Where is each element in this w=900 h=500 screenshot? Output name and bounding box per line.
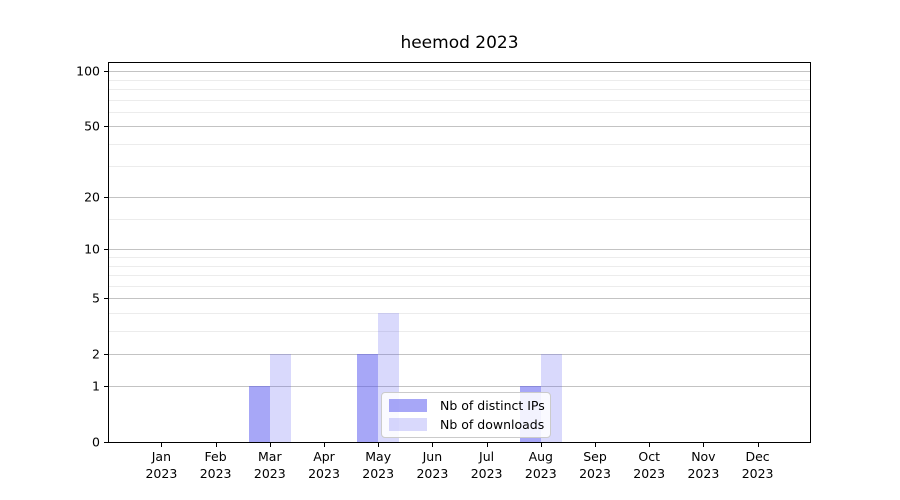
x-tick-label: Oct 2023 (633, 449, 666, 481)
gridline-minor (109, 330, 810, 332)
gridline-major (109, 126, 810, 128)
x-tick-mark (703, 443, 705, 447)
gridline-major (109, 298, 810, 300)
x-tick-mark (215, 443, 217, 447)
y-tick-mark (104, 442, 108, 443)
y-tick-mark (104, 126, 108, 128)
chart-title: heemod 2023 (400, 33, 519, 53)
y-tick-label: 100 (76, 63, 100, 79)
legend-label-downloads: Nb of downloads (440, 417, 545, 432)
y-tick-label: 1 (92, 378, 100, 394)
gridline-major (109, 71, 810, 73)
x-tick-label: Jul 2023 (470, 449, 503, 481)
bar-downloads (269, 353, 291, 442)
x-tick-mark (486, 443, 488, 447)
x-tick-mark (269, 443, 271, 447)
x-tick-mark (432, 443, 434, 447)
y-tick-label: 50 (84, 118, 100, 134)
x-tick-label: Mar 2023 (253, 449, 286, 481)
gridline-minor (109, 111, 810, 113)
gridline-minor (109, 285, 810, 287)
gridline-major (109, 386, 810, 388)
x-tick-mark (649, 443, 651, 447)
x-tick-label: Sep 2023 (579, 449, 611, 481)
legend-label-distinct-ips: Nb of distinct IPs (440, 398, 545, 413)
x-tick-label: Jan 2023 (145, 449, 178, 481)
gridline-minor (109, 166, 810, 168)
y-tick-mark (104, 353, 108, 355)
x-tick-label: Apr 2023 (308, 449, 340, 481)
legend-item-distinct-ips: Nb of distinct IPs (389, 398, 550, 413)
x-tick-label: Nov 2023 (687, 449, 720, 481)
y-tick-mark (104, 298, 108, 300)
y-tick-label: 10 (84, 241, 100, 257)
y-tick-label: 2 (92, 346, 100, 362)
legend-swatch-downloads (389, 418, 427, 431)
x-tick-mark (161, 443, 163, 447)
x-tick-mark (757, 443, 759, 447)
legend: Nb of distinct IPs Nb of downloads (381, 392, 551, 438)
legend-swatch-distinct-ips (389, 399, 427, 412)
y-tick-mark (104, 197, 108, 199)
bar-distinct-ips (248, 386, 270, 442)
gridline-minor (109, 274, 810, 276)
gridline-minor (109, 79, 810, 81)
gridline-minor (109, 265, 810, 267)
gridline-major (109, 197, 810, 199)
legend-item-downloads: Nb of downloads (389, 417, 550, 432)
gridline-major (109, 249, 810, 251)
y-tick-label: 5 (92, 290, 100, 306)
x-tick-label: Dec 2023 (741, 449, 774, 481)
x-tick-label: Jun 2023 (416, 449, 449, 481)
gridline-minor (109, 143, 810, 145)
bar-distinct-ips (357, 353, 379, 442)
gridline-minor (109, 312, 810, 314)
x-tick-mark (540, 443, 542, 447)
y-tick-mark (104, 386, 108, 388)
y-tick-label: 0 (92, 434, 100, 450)
x-tick-label: Feb 2023 (199, 449, 232, 481)
x-tick-mark (378, 443, 380, 447)
x-tick-mark (324, 443, 325, 447)
gridline-minor (109, 99, 810, 101)
y-tick-mark (104, 71, 108, 73)
x-tick-label: May 2023 (362, 449, 395, 481)
gridline-major (109, 353, 810, 355)
x-tick-mark (595, 443, 596, 447)
y-tick-label: 20 (84, 189, 100, 205)
plot-area: Nb of distinct IPs Nb of downloads (108, 62, 811, 443)
gridline-minor (109, 219, 810, 221)
y-tick-mark (104, 249, 108, 251)
gridline-minor (109, 257, 810, 259)
x-tick-label: Aug 2023 (524, 449, 557, 481)
gridline-minor (109, 89, 810, 91)
